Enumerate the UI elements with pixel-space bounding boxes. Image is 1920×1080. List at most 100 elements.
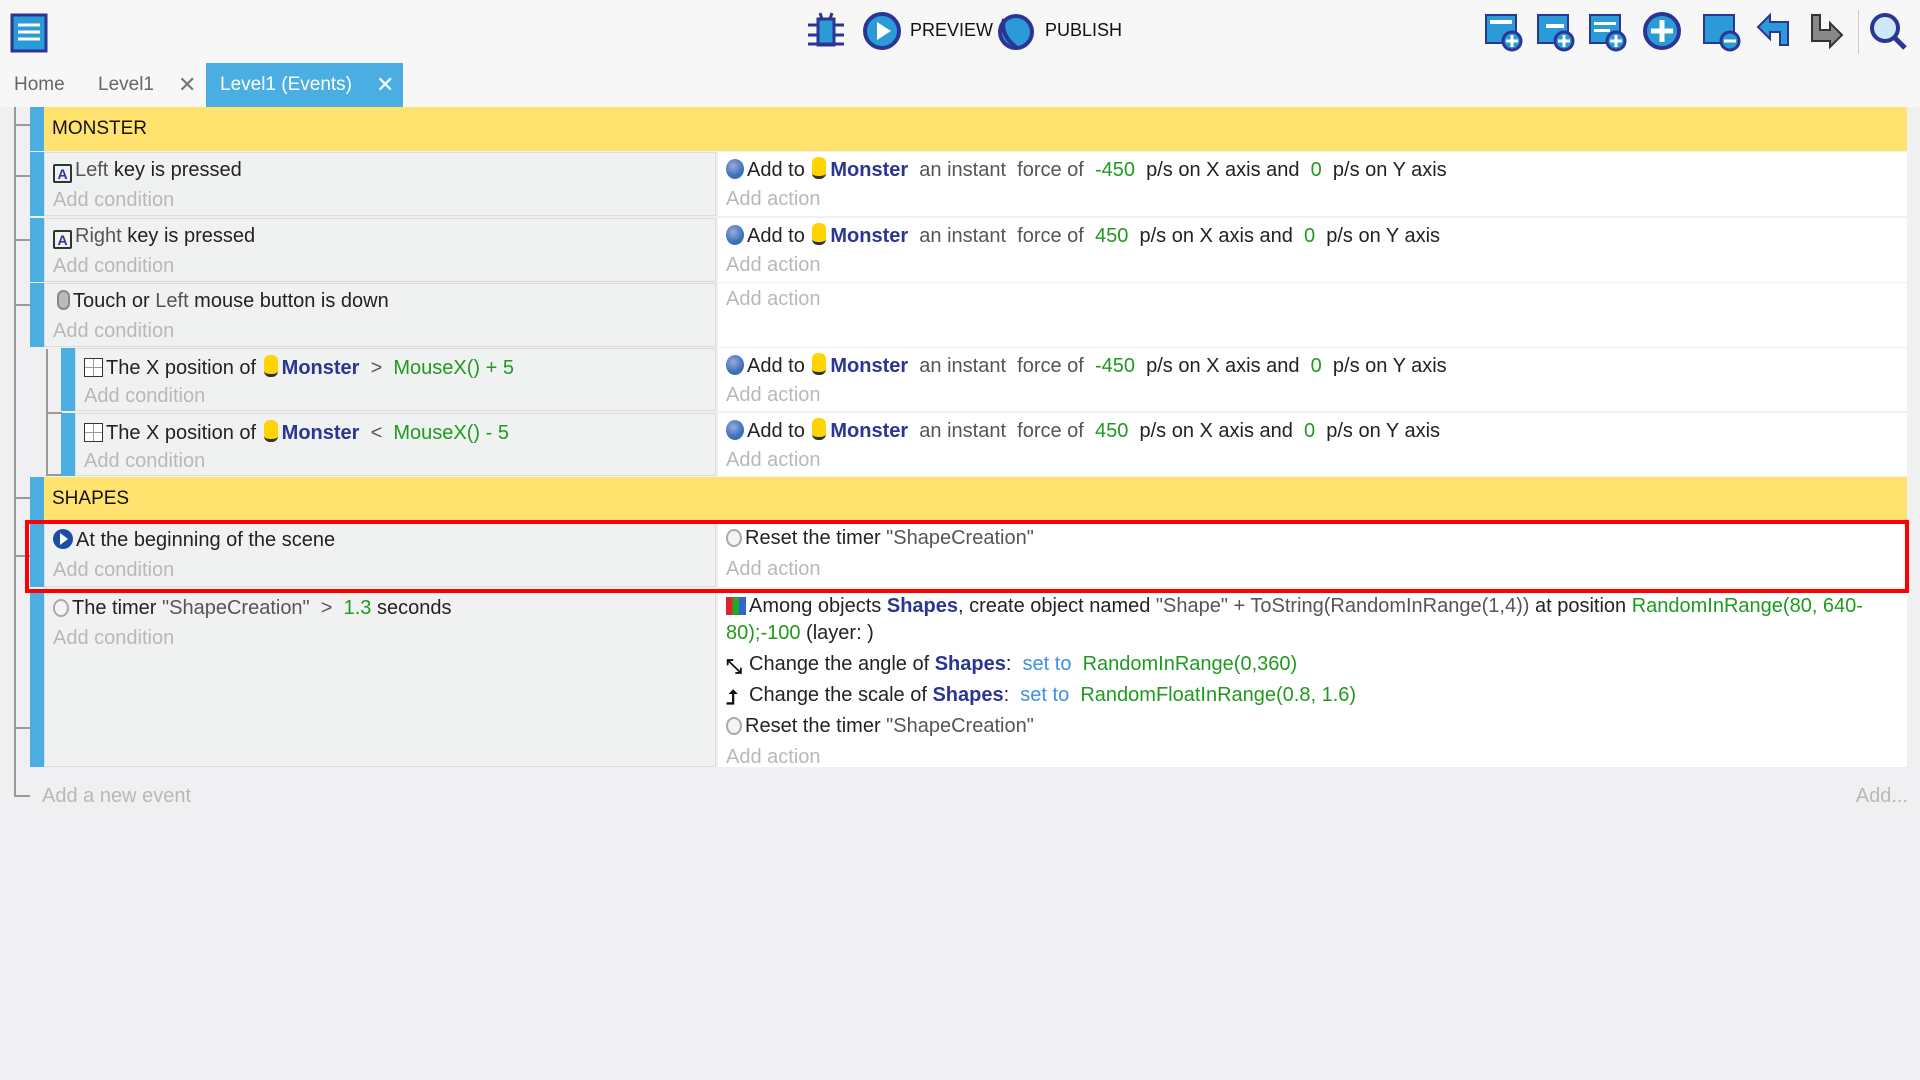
add-new-event-link[interactable]: Add a new event xyxy=(42,785,191,807)
add-action-link[interactable]: Add action xyxy=(726,288,821,310)
event-drag-handle[interactable] xyxy=(30,218,44,282)
object-name[interactable]: Monster xyxy=(281,422,360,444)
event-drag-handle[interactable] xyxy=(30,522,44,587)
events-sheet-icon[interactable] xyxy=(10,12,50,54)
expression-value: 0 xyxy=(1304,225,1316,247)
search-icon[interactable] xyxy=(1868,10,1908,52)
event-row[interactable]: A Left key is pressed Add condition Add to … xyxy=(30,152,1907,216)
expression-value: 80);-100 xyxy=(726,622,801,644)
event-row[interactable]: The timer "ShapeCreation" > 1.3 seconds A… xyxy=(30,590,1907,768)
add-condition-link[interactable]: Add condition xyxy=(84,385,206,407)
add-action-link[interactable]: Add action xyxy=(726,746,821,768)
object-name[interactable]: Monster xyxy=(281,357,360,379)
add-comment-icon[interactable] xyxy=(1588,10,1628,52)
actions-column[interactable]: Add to Monster an instant force of 450 p… xyxy=(718,413,1907,476)
text-segment: Touch or xyxy=(73,290,156,312)
expression-value: RandomInRange(0,360) xyxy=(1082,653,1298,675)
tab-level1-events[interactable]: Level1 (Events) ✕ xyxy=(206,63,403,107)
actions-column[interactable]: Among objects Shapes, create object name… xyxy=(718,590,1907,768)
condition: The timer "ShapeCreation" > 1.3 seconds xyxy=(53,597,451,620)
actions-column[interactable]: Add action xyxy=(718,283,1907,347)
add-action-link[interactable]: Add action xyxy=(726,254,821,276)
add-condition-link[interactable]: Add condition xyxy=(53,189,175,211)
text-segment: Left xyxy=(75,159,109,181)
event-row[interactable]: The X position of Monster > MouseX() + 5… xyxy=(61,348,1907,411)
text-segment: Add to xyxy=(747,225,811,247)
conditions-column[interactable]: The timer "ShapeCreation" > 1.3 seconds A… xyxy=(44,590,716,767)
event-drag-handle[interactable] xyxy=(61,413,75,476)
text-segment: an instant force of xyxy=(908,420,1095,442)
actions-column[interactable]: Reset the timer "ShapeCreation" Add actio… xyxy=(718,522,1907,587)
event-row[interactable]: A Right key is pressed Add condition Add to… xyxy=(30,218,1907,282)
text-segment: p/s on Y axis xyxy=(1315,420,1441,442)
object-name[interactable]: Shapes xyxy=(934,653,1006,675)
object-name[interactable]: Shapes xyxy=(932,684,1004,706)
event-drag-handle[interactable] xyxy=(61,348,75,411)
object-name[interactable]: Monster xyxy=(830,355,909,377)
tab-home[interactable]: Home xyxy=(0,63,82,107)
actions-column[interactable]: Add to Monster an instant force of 450 p… xyxy=(718,218,1907,282)
conditions-column[interactable]: A Right key is pressed Add condition xyxy=(44,218,716,282)
object-name[interactable]: Shapes xyxy=(886,595,959,617)
condition: The X position of Monster < MouseX() - 5 xyxy=(84,420,509,445)
add-action-link[interactable]: Add action xyxy=(726,449,821,471)
event-drag-handle[interactable] xyxy=(30,590,44,767)
add-condition-link[interactable]: Add condition xyxy=(84,450,206,472)
delete-event-icon[interactable] xyxy=(1702,10,1742,52)
event-row[interactable]: At the beginning of the scene Add conditi… xyxy=(30,522,1907,587)
preview-play-icon[interactable] xyxy=(862,10,902,52)
force-icon xyxy=(726,225,744,245)
conditions-column[interactable]: Touch or Left mouse button is down Add co… xyxy=(44,283,716,347)
actions-column[interactable]: Add to Monster an instant force of -450 … xyxy=(718,152,1907,216)
text-segment: p/s on X axis and xyxy=(1128,225,1304,247)
add-condition-link[interactable]: Add condition xyxy=(53,255,175,277)
add-condition-link[interactable]: Add condition xyxy=(53,559,175,581)
add-event-icon[interactable] xyxy=(1484,10,1524,52)
event-row[interactable]: The X position of Monster < MouseX() - 5… xyxy=(61,413,1907,476)
add-other-icon[interactable] xyxy=(1642,10,1682,52)
text-segment: set to xyxy=(1020,684,1070,706)
close-tab-icon[interactable]: ✕ xyxy=(376,72,395,97)
add-action-link[interactable]: Add action xyxy=(726,188,821,210)
conditions-column[interactable]: A Left key is pressed Add condition xyxy=(44,152,716,216)
timer-icon xyxy=(726,717,742,735)
add-condition-link[interactable]: Add condition xyxy=(53,320,175,342)
text-segment: key is pressed xyxy=(121,225,256,247)
group-title: MONSTER xyxy=(52,118,147,139)
text-segment: an instant force of xyxy=(908,225,1095,247)
add-action-link[interactable]: Add action xyxy=(726,558,821,580)
text-segment: Change the angle of xyxy=(749,653,935,675)
monster-icon xyxy=(263,355,278,377)
add-subevent-icon[interactable] xyxy=(1536,10,1576,52)
actions-column[interactable]: Add to Monster an instant force of -450 … xyxy=(718,348,1907,411)
object-name[interactable]: Monster xyxy=(830,420,909,442)
debugger-icon[interactable] xyxy=(806,10,846,52)
event-group-monster[interactable]: MONSTER xyxy=(30,107,1907,151)
publish-globe-icon[interactable] xyxy=(996,10,1036,52)
action: Reset the timer "ShapeCreation" xyxy=(726,527,1034,550)
expression-value: -450 xyxy=(1094,355,1135,377)
redo-icon[interactable] xyxy=(1806,10,1846,52)
monster-icon xyxy=(812,418,827,440)
publish-button[interactable]: PUBLISH xyxy=(1045,20,1123,40)
tab-level1[interactable]: Level1 ✕ xyxy=(84,63,204,107)
conditions-column[interactable]: At the beginning of the scene Add conditi… xyxy=(44,522,716,587)
object-name[interactable]: Monster xyxy=(830,225,909,247)
add-action-link[interactable]: Add action xyxy=(726,384,821,406)
event-drag-handle[interactable] xyxy=(30,283,44,347)
add-condition-link[interactable]: Add condition xyxy=(53,627,175,649)
undo-icon[interactable] xyxy=(1754,10,1794,52)
event-row[interactable]: Touch or Left mouse button is down Add co… xyxy=(30,283,1907,347)
close-tab-icon[interactable]: ✕ xyxy=(178,72,197,97)
event-drag-handle[interactable] xyxy=(30,152,44,216)
conditions-column[interactable]: The X position of Monster < MouseX() - 5… xyxy=(75,413,716,476)
condition: A Left key is pressed xyxy=(53,159,242,183)
conditions-column[interactable]: The X position of Monster > MouseX() + 5… xyxy=(75,348,716,411)
key-icon: A xyxy=(53,230,72,249)
add-more-link[interactable]: Add... xyxy=(1855,785,1908,807)
object-name[interactable]: Monster xyxy=(830,159,909,181)
tree-branch xyxy=(14,555,30,557)
preview-button[interactable]: PREVIEW xyxy=(910,20,994,40)
event-group-shapes[interactable]: SHAPES xyxy=(30,477,1907,521)
text-segment: Reset the timer xyxy=(745,527,887,549)
